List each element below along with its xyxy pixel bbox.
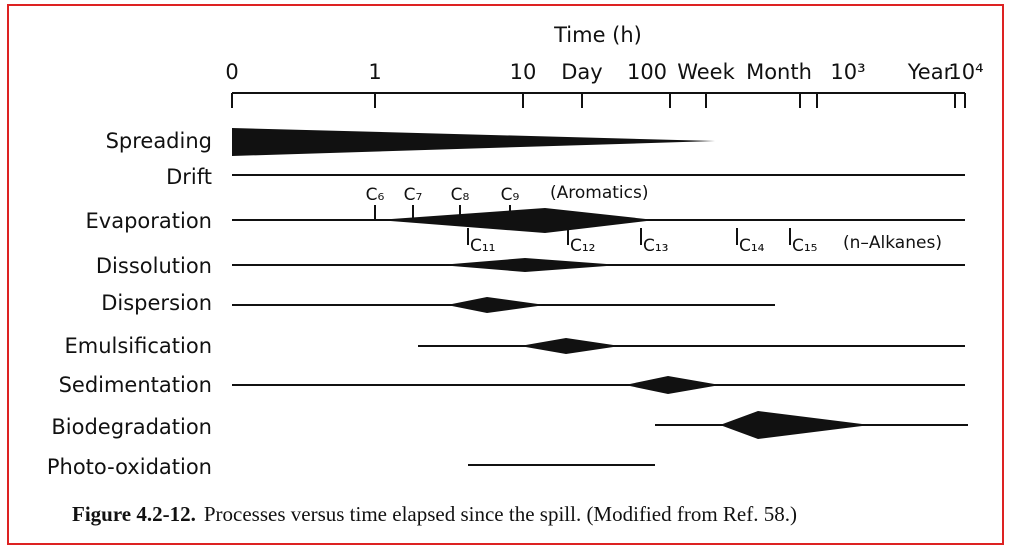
- axis-label: 10⁴: [948, 60, 983, 84]
- sedimentation-band: [625, 376, 720, 394]
- aromatic-label: C₇: [404, 185, 423, 205]
- axis-label: Week: [677, 60, 735, 84]
- axis-label: 1: [368, 60, 381, 84]
- alkane-label: C₁₄: [739, 236, 765, 256]
- spreading-band: [232, 128, 715, 156]
- axis-label: Month: [746, 60, 812, 84]
- process-label: Emulsification: [64, 334, 212, 358]
- processes: Spreading Drift Evaporation Dissolution Disp…: [47, 129, 212, 479]
- process-label: Drift: [166, 165, 212, 189]
- axis-label: 100: [627, 60, 667, 84]
- alkane-label: C₁₅: [792, 236, 818, 256]
- caption-text: Processes versus time elapsed since the …: [204, 502, 797, 526]
- process-label: Sedimentation: [59, 373, 212, 397]
- alkanes-title: (n–Alkanes): [843, 233, 942, 253]
- process-label: Spreading: [106, 129, 212, 153]
- caption-label: Figure 4.2-12.: [72, 502, 196, 526]
- evaporation-band: [378, 208, 655, 233]
- axis-label: 0: [225, 60, 238, 84]
- frame: [7, 4, 1004, 545]
- process-label: Photo-oxidation: [47, 455, 212, 479]
- process-label: Biodegradation: [51, 415, 212, 439]
- process-label: Dispersion: [101, 291, 212, 315]
- alkane-label: C₁₁: [470, 236, 496, 256]
- emulsification-band: [520, 338, 620, 354]
- aromatics-title: (Aromatics): [550, 183, 648, 203]
- annotations: C₆ C₇ C₈ C₉ (Aromatics) C₁₁ C₁₂ C₁₃ C₁₄ C₁₅ (n–Alk…: [366, 183, 942, 256]
- biodegradation-band: [720, 411, 870, 439]
- aromatic-label: C₉: [501, 185, 520, 205]
- axis-label: Year: [907, 60, 953, 84]
- process-label: Dissolution: [96, 254, 212, 278]
- alkane-label: C₁₂: [570, 236, 596, 256]
- dissolution-band: [440, 258, 620, 272]
- axis-label: 10³: [830, 60, 865, 84]
- dispersion-band: [447, 297, 545, 313]
- aromatic-label: C₈: [451, 185, 470, 205]
- axis-label: Day: [561, 60, 602, 84]
- alkane-label: C₁₃: [643, 236, 669, 256]
- axis-label: 10: [510, 60, 537, 84]
- caption: Figure 4.2-12. Processes versus time elap…: [72, 502, 797, 526]
- axis-title: Time (h): [553, 23, 642, 47]
- aromatic-label: C₆: [366, 185, 385, 205]
- process-label: Evaporation: [86, 209, 212, 233]
